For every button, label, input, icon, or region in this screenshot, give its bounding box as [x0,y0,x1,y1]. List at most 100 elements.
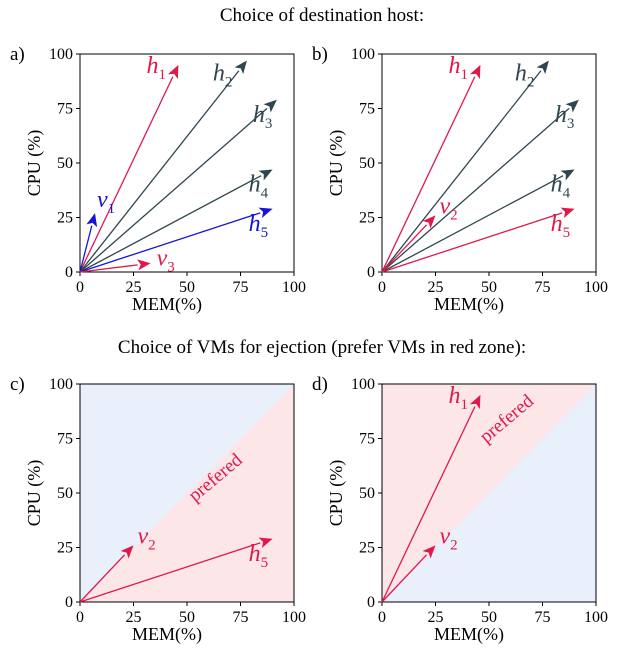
section-heading-destination: Choice of destination host: [219,5,425,26]
vector-label-subscript: 3 [265,116,273,132]
y-tick-label: 75 [359,101,375,118]
vector-label-subscript: 3 [567,116,575,132]
vector-label-subscript: 1 [158,67,166,83]
x-tick-label: 100 [584,279,608,296]
vector-h2-arrowhead [536,60,549,75]
y-tick-label: 75 [57,101,73,118]
y-tick-label: 0 [65,594,73,611]
vector-h4-line [381,175,564,273]
y-axis-label: CPU (%) [24,130,45,197]
y-tick-label: 100 [351,46,375,63]
x-axis-label: MEM(%) [132,294,202,315]
chart-panel-d: prefered 0 25 50 75 100 0 25 50 75 100 MEM(%) CPU (%… [310,362,610,652]
vector-h5-label: h5 [551,211,571,241]
vector-h5-line [79,212,261,273]
section-heading-ejection: Choice of VMs for ejection (prefer VMs i… [117,337,527,358]
x-axis-label: MEM(%) [132,624,202,645]
y-tick-label: 50 [359,485,375,502]
vector-h2-label: h2 [213,61,233,91]
vector-label-subscript: 1 [460,397,468,413]
chart-panel-a: 0 25 50 75 100 0 25 50 75 100 MEM(%) CPU (%) a) h1 h2 h… [8,32,308,322]
vector-h3-arrowhead [565,99,579,113]
x-tick-label: 50 [179,279,195,296]
vector-h5-line [381,212,563,273]
vector-h4-arrowhead [560,169,575,181]
y-tick-label: 100 [49,376,73,393]
x-tick-label: 50 [481,609,497,626]
y-axis-label: CPU (%) [326,460,347,527]
chart-panel-b: 0 25 50 75 100 0 25 50 75 100 MEM(%) CPU (%) b) h1 h2 h… [310,32,610,322]
vector-label-subscript: 2 [450,207,458,223]
chart-panel-c: prefered 0 25 50 75 100 0 25 50 75 100 MEM(%) CPU (%… [8,362,308,652]
vector-label-subscript: 4 [563,186,571,202]
vector-h1-arrowhead [469,64,481,80]
vector-label-subscript: 3 [167,259,175,275]
preferred-zone [382,384,596,602]
vector-h4-arrowhead [258,169,273,181]
x-tick-label: 100 [282,279,306,296]
vector-v3-arrowhead [137,259,151,271]
panel-label: a) [10,44,25,65]
x-tick-label: 0 [76,279,84,296]
vector-v2-arrowhead [422,545,436,559]
x-tick-label: 50 [179,609,195,626]
panel-label: b) [312,44,328,65]
x-tick-label: 25 [428,609,444,626]
y-tick-label: 0 [367,594,375,611]
y-tick-label: 25 [57,540,73,557]
vector-label-subscript: 5 [261,225,269,241]
vector-label-subscript: 1 [108,201,116,217]
vector-h2-label: h2 [515,61,535,91]
y-axis-label: CPU (%) [24,460,45,527]
y-tick-label: 25 [359,540,375,557]
vector-v1-line [79,225,93,273]
vector-v2-arrowhead [422,215,436,229]
vector-h1-label: h1 [448,53,468,83]
y-tick-label: 75 [359,431,375,448]
vector-label-subscript: 2 [225,75,233,91]
vector-h1-arrowhead [469,394,481,410]
vector-label-subscript: 4 [261,186,269,202]
vector-h2-line [381,70,542,273]
y-tick-label: 0 [65,264,73,281]
vector-v2-line [79,554,126,603]
vector-label-subscript: 5 [563,225,571,241]
y-tick-label: 25 [359,210,375,227]
vector-h1-label: h1 [146,53,166,83]
x-tick-label: 0 [76,609,84,626]
vector-v2-arrowhead [120,545,134,559]
vector-h5-line [79,542,261,603]
vector-v1-label: v1 [97,187,115,217]
x-tick-label: 25 [126,279,142,296]
vector-h3-line [79,107,268,273]
y-tick-label: 50 [57,485,73,502]
vector-v2-line [381,224,428,273]
x-axis-label: MEM(%) [434,624,504,645]
x-tick-label: 75 [535,609,551,626]
vector-h5-arrowhead [560,207,575,219]
x-tick-label: 75 [535,279,551,296]
x-tick-label: 0 [378,609,386,626]
x-tick-label: 25 [126,609,142,626]
vector-h1-line [79,76,174,273]
vector-h3-arrowhead [263,99,277,113]
x-tick-label: 75 [233,609,249,626]
panel-label: c) [10,374,25,395]
vector-label-subscript: 2 [148,537,156,553]
vector-v1-arrowhead [86,213,98,228]
vector-label-subscript: 1 [460,67,468,83]
x-tick-label: 75 [233,279,249,296]
y-tick-label: 100 [351,376,375,393]
vector-v2-label: v2 [440,193,458,223]
vector-h3-line [381,107,570,273]
vector-h5-arrowhead [258,537,273,549]
y-axis-label: CPU (%) [326,130,347,197]
preferred-zone [80,384,294,602]
x-tick-label: 0 [378,279,386,296]
vector-label-subscript: 5 [261,555,269,571]
y-tick-label: 50 [57,155,73,172]
